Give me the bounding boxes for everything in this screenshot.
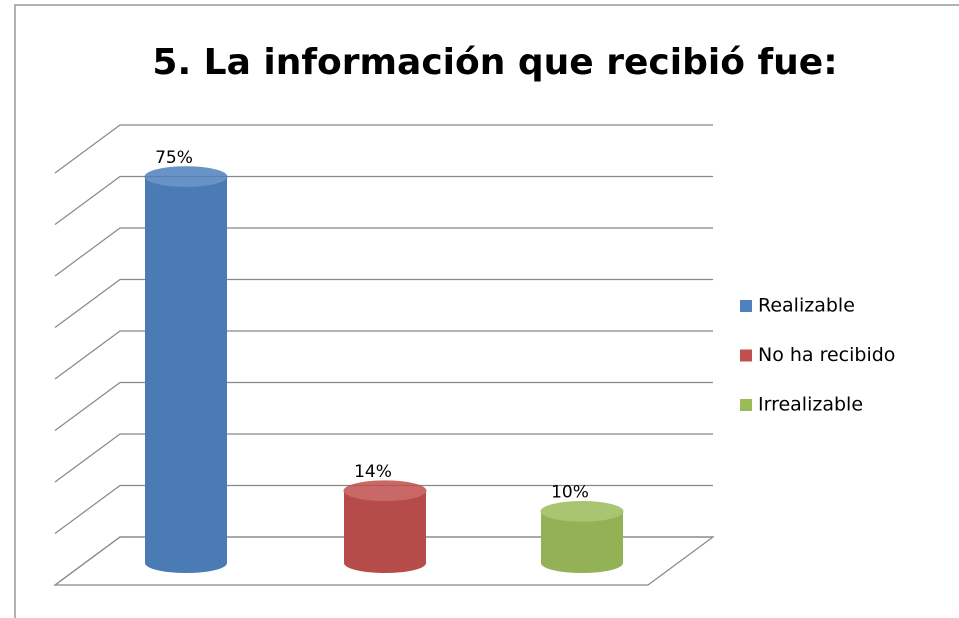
grid-line bbox=[54, 484, 713, 534]
legend-swatch bbox=[740, 349, 752, 362]
data-label: 14% bbox=[354, 462, 392, 482]
grid-line bbox=[54, 433, 713, 483]
legend-label: Realizable bbox=[758, 295, 855, 317]
data-label: 75% bbox=[155, 148, 193, 168]
grid-line bbox=[54, 124, 713, 174]
grid-line bbox=[54, 175, 713, 225]
legend-swatch bbox=[740, 300, 752, 312]
bar-top bbox=[540, 501, 624, 522]
grid-line bbox=[54, 278, 713, 328]
bar bbox=[344, 490, 426, 573]
legend-swatch bbox=[740, 399, 752, 411]
chart-border bbox=[14, 4, 959, 618]
grid-line bbox=[54, 227, 713, 277]
chart-title: 5. La información que recibió fue: bbox=[152, 42, 837, 83]
legend-label: No ha recibido bbox=[758, 344, 895, 366]
bar bbox=[145, 176, 227, 573]
data-label: 10% bbox=[551, 483, 589, 503]
grid-line bbox=[54, 330, 713, 380]
legend-label: Irrealizable bbox=[758, 394, 863, 416]
bar bbox=[541, 511, 623, 573]
bar-top bbox=[144, 166, 228, 188]
grid-line bbox=[54, 536, 713, 586]
grid-line bbox=[54, 381, 713, 431]
bar-top bbox=[343, 480, 427, 502]
